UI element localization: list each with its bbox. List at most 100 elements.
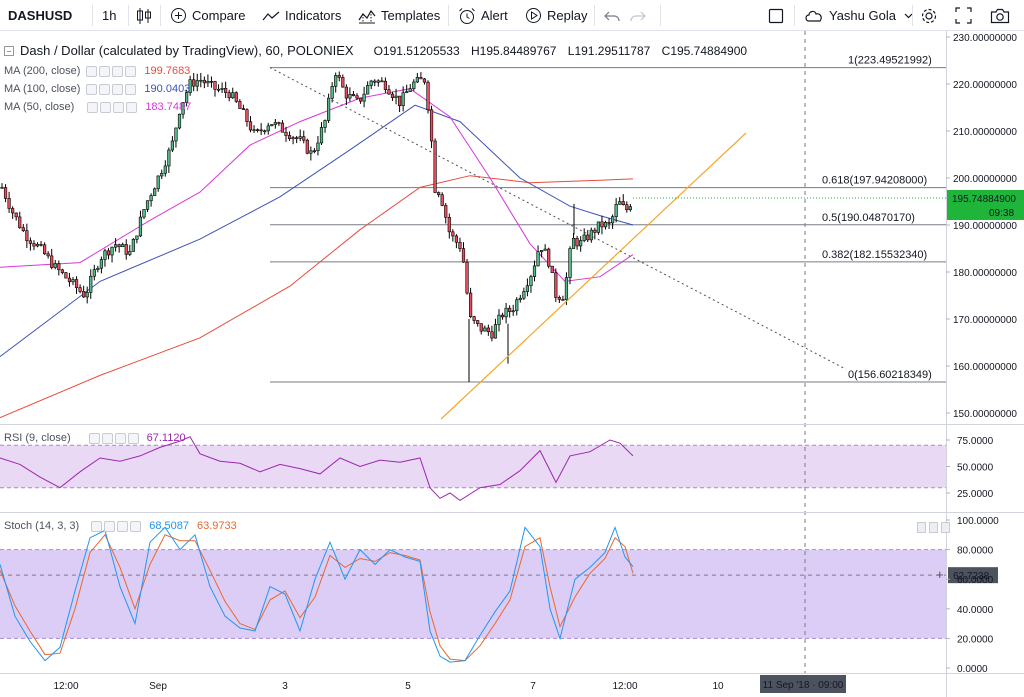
close-icon[interactable]	[125, 65, 137, 77]
candle-down	[337, 75, 341, 78]
pane-controls[interactable]	[914, 522, 950, 533]
close-icon[interactable]	[125, 83, 137, 95]
stoch-k-line	[0, 525, 634, 663]
close-icon[interactable]	[127, 432, 139, 444]
candle-up	[319, 127, 324, 144]
candle-up	[312, 150, 317, 153]
candle-up	[35, 244, 40, 247]
candle-down	[554, 272, 558, 298]
legend-controls[interactable]	[87, 101, 139, 113]
legend-controls[interactable]	[91, 520, 143, 532]
symbol-search-button[interactable]: DASHUSD	[8, 0, 72, 31]
candle-down	[295, 137, 299, 139]
redo-button[interactable]	[630, 0, 646, 31]
compare-button[interactable]: Compare	[170, 0, 245, 31]
candle-up	[401, 92, 405, 107]
candle-up	[309, 150, 313, 154]
toolbar-divider	[160, 5, 161, 26]
crosshair-value-badge	[948, 567, 998, 584]
gear-icon[interactable]	[100, 101, 112, 113]
settings-button[interactable]	[920, 0, 938, 31]
high-value: H195.84489767	[471, 43, 557, 58]
candle-down	[383, 80, 388, 90]
stoch-legend[interactable]: Stoch (14, 3, 3) 68.5087 63.9733	[4, 520, 237, 532]
candle-down	[234, 92, 238, 102]
candle-down	[561, 299, 565, 301]
fib-level-label: 0.5(190.04870170)	[822, 212, 915, 224]
candle-down	[586, 234, 590, 241]
interval-button[interactable]: 1h	[102, 0, 116, 31]
candle-down	[426, 81, 430, 111]
snapshot-button[interactable]	[990, 0, 1010, 31]
eye-icon[interactable]	[86, 83, 98, 95]
gear-icon[interactable]	[104, 520, 116, 532]
user-menu-button[interactable]: Yashu Gola	[804, 0, 913, 31]
eye-icon[interactable]	[91, 520, 103, 532]
fullscreen-button[interactable]	[955, 0, 972, 31]
eye-icon[interactable]	[86, 65, 98, 77]
candle-down	[245, 109, 249, 123]
chart-style-button[interactable]	[136, 0, 152, 31]
undo-button[interactable]	[604, 0, 620, 31]
main-legend: Dash / Dollar (calculated by TradingView…	[4, 43, 755, 58]
ma100-label: MA (100, close)	[4, 83, 81, 95]
layout-button[interactable]	[768, 0, 784, 31]
close-icon[interactable]	[126, 101, 138, 113]
alert-button[interactable]: Alert	[458, 0, 508, 31]
more-icon[interactable]	[112, 65, 124, 77]
eye-icon[interactable]	[88, 432, 100, 444]
ma50-legend[interactable]: MA (50, close) 183.7487	[4, 101, 191, 113]
gear-icon[interactable]	[99, 83, 111, 95]
candle-down	[238, 101, 242, 109]
indicators-button[interactable]: Indicators	[262, 0, 341, 31]
rsi-legend[interactable]: RSI (9, close) 67.1120	[4, 432, 186, 444]
close-icon[interactable]	[130, 520, 142, 532]
alarm-clock-icon	[459, 7, 475, 24]
stoch-label: Stoch (14, 3, 3)	[4, 520, 80, 532]
price-tick-label: 180.00000000	[953, 268, 1017, 279]
legend-controls[interactable]	[86, 65, 138, 77]
ma100-value: 190.0403	[144, 83, 191, 95]
toolbar-divider	[92, 5, 93, 26]
candle-down	[248, 121, 253, 131]
candle-up	[522, 291, 526, 299]
candle-down	[64, 272, 68, 279]
crosshair-plus-icon: +	[936, 567, 944, 582]
legend-controls[interactable]	[86, 83, 138, 95]
candle-up	[142, 209, 146, 218]
more-icon[interactable]	[113, 101, 125, 113]
candle-up	[177, 113, 182, 129]
gear-icon[interactable]	[101, 432, 113, 444]
price-tick-label: 170.00000000	[953, 315, 1017, 326]
candle-up	[92, 269, 96, 277]
candle-down	[46, 253, 50, 257]
time-tick-label: 12:00	[612, 681, 637, 692]
fib-level-label: 1(223.49521992)	[848, 55, 932, 67]
gear-icon[interactable]	[99, 65, 111, 77]
candle-down	[490, 331, 494, 339]
pane-close-icon[interactable]	[941, 522, 950, 533]
pane-up-icon[interactable]	[917, 522, 926, 533]
templates-button[interactable]: Templates	[358, 0, 440, 31]
eye-icon[interactable]	[87, 101, 99, 113]
ma100-legend[interactable]: MA (100, close) 190.0403	[4, 83, 190, 95]
camera-icon	[990, 8, 1010, 23]
ma100-line	[0, 104, 634, 357]
candle-up	[543, 248, 547, 251]
stoch-tick-label: 0.0000	[957, 664, 988, 675]
replay-button[interactable]: Replay	[525, 0, 587, 31]
candle-up	[412, 81, 416, 90]
more-icon[interactable]	[112, 83, 124, 95]
candle-up	[493, 324, 498, 339]
candle-up	[291, 137, 295, 140]
collapse-icon[interactable]	[4, 45, 14, 56]
more-icon[interactable]	[114, 432, 126, 444]
more-icon[interactable]	[117, 520, 129, 532]
interval-label: 1h	[102, 8, 117, 23]
chart-canvas[interactable]: 1(223.49521992) 0.618(197.94208000) 0.5(19…	[0, 31, 1024, 697]
series-title: Dash / Dollar (calculated by TradingView…	[20, 43, 354, 58]
candle-down	[18, 216, 22, 228]
ma200-legend[interactable]: MA (200, close) 199.7683	[4, 65, 190, 77]
pane-maximize-icon[interactable]	[929, 522, 938, 533]
legend-controls[interactable]	[88, 432, 141, 444]
